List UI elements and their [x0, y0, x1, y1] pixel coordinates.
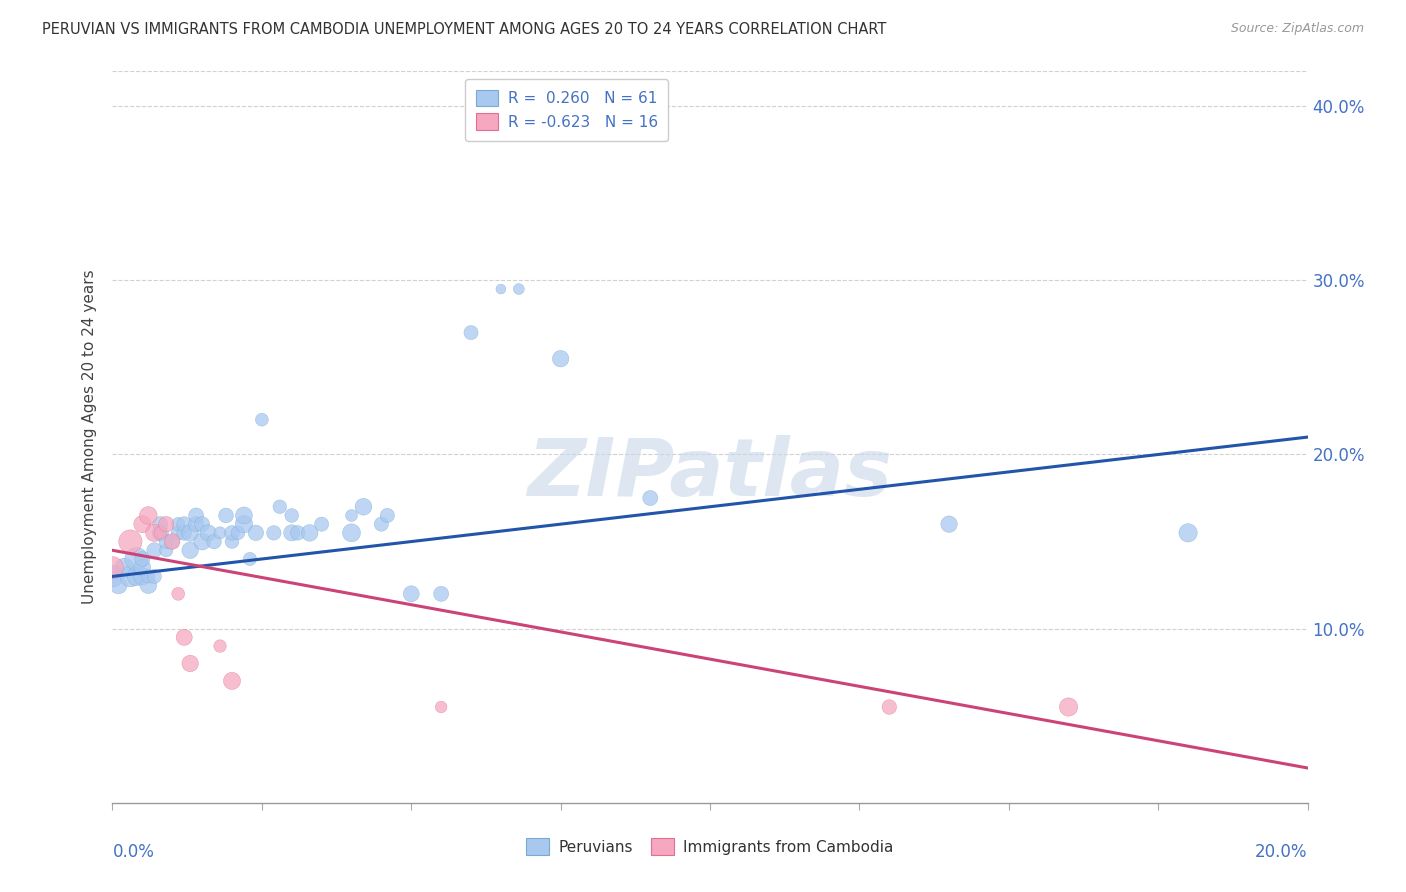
Point — [149, 517, 172, 532]
Point — [1177, 525, 1199, 540]
Point — [143, 525, 166, 540]
Point — [167, 587, 190, 601]
Point — [138, 569, 160, 583]
Point — [202, 534, 225, 549]
Point — [263, 525, 285, 540]
Point — [167, 525, 190, 540]
Point — [149, 525, 172, 540]
Point — [879, 700, 901, 714]
Point — [191, 517, 214, 532]
Point — [221, 534, 243, 549]
Point — [179, 525, 201, 540]
Point — [131, 560, 153, 574]
Text: ZIPatlas: ZIPatlas — [527, 434, 893, 513]
Point — [221, 673, 243, 688]
Point — [173, 525, 195, 540]
Point — [173, 631, 195, 645]
Point — [179, 543, 201, 558]
Text: 20.0%: 20.0% — [1256, 843, 1308, 861]
Point — [138, 508, 160, 523]
Point — [353, 500, 375, 514]
Text: PERUVIAN VS IMMIGRANTS FROM CAMBODIA UNEMPLOYMENT AMONG AGES 20 TO 24 YEARS CORR: PERUVIAN VS IMMIGRANTS FROM CAMBODIA UNE… — [42, 22, 887, 37]
Point — [162, 534, 183, 549]
Point — [311, 517, 333, 532]
Point — [143, 543, 166, 558]
Point — [107, 578, 129, 592]
Point — [120, 569, 142, 583]
Point — [938, 517, 960, 532]
Point — [186, 508, 208, 523]
Point — [287, 525, 309, 540]
Point — [101, 569, 124, 583]
Point — [149, 525, 172, 540]
Point — [155, 517, 177, 532]
Point — [209, 525, 232, 540]
Text: 0.0%: 0.0% — [112, 843, 155, 861]
Point — [281, 508, 304, 523]
Point — [489, 282, 512, 296]
Point — [430, 700, 453, 714]
Point — [125, 569, 148, 583]
Point — [131, 517, 153, 532]
Point — [298, 525, 321, 540]
Point — [167, 517, 190, 532]
Point — [250, 412, 273, 426]
Point — [430, 587, 453, 601]
Point — [226, 525, 249, 540]
Legend: Peruvians, Immigrants from Cambodia: Peruvians, Immigrants from Cambodia — [520, 832, 900, 861]
Point — [239, 552, 262, 566]
Point — [131, 569, 153, 583]
Point — [460, 326, 482, 340]
Point — [131, 552, 153, 566]
Point — [120, 534, 142, 549]
Point — [125, 552, 148, 566]
Point — [138, 578, 160, 592]
Point — [269, 500, 291, 514]
Point — [162, 534, 183, 549]
Point — [215, 508, 238, 523]
Point — [197, 525, 219, 540]
Point — [101, 560, 124, 574]
Point — [550, 351, 572, 366]
Point — [233, 508, 256, 523]
Point — [245, 525, 267, 540]
Point — [377, 508, 399, 523]
Point — [340, 508, 363, 523]
Point — [221, 525, 243, 540]
Point — [114, 560, 135, 574]
Point — [186, 517, 208, 532]
Point — [191, 534, 214, 549]
Point — [179, 657, 201, 671]
Point — [155, 534, 177, 549]
Point — [233, 517, 256, 532]
Point — [281, 525, 304, 540]
Point — [143, 569, 166, 583]
Point — [640, 491, 662, 505]
Y-axis label: Unemployment Among Ages 20 to 24 years: Unemployment Among Ages 20 to 24 years — [82, 269, 97, 605]
Point — [370, 517, 392, 532]
Point — [401, 587, 423, 601]
Point — [340, 525, 363, 540]
Text: Source: ZipAtlas.com: Source: ZipAtlas.com — [1230, 22, 1364, 36]
Point — [508, 282, 530, 296]
Point — [1057, 700, 1080, 714]
Point — [155, 543, 177, 558]
Point — [173, 517, 195, 532]
Point — [209, 639, 232, 653]
